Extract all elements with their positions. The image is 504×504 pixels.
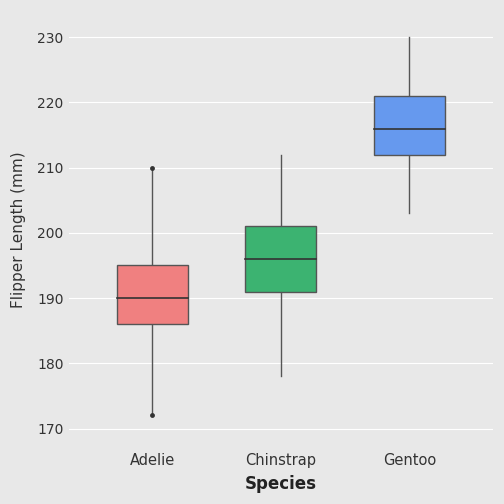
Bar <box>117 266 187 324</box>
Bar <box>374 96 445 155</box>
X-axis label: Species: Species <box>245 475 317 493</box>
Y-axis label: Flipper Length (mm): Flipper Length (mm) <box>11 151 26 308</box>
Bar <box>245 226 316 291</box>
